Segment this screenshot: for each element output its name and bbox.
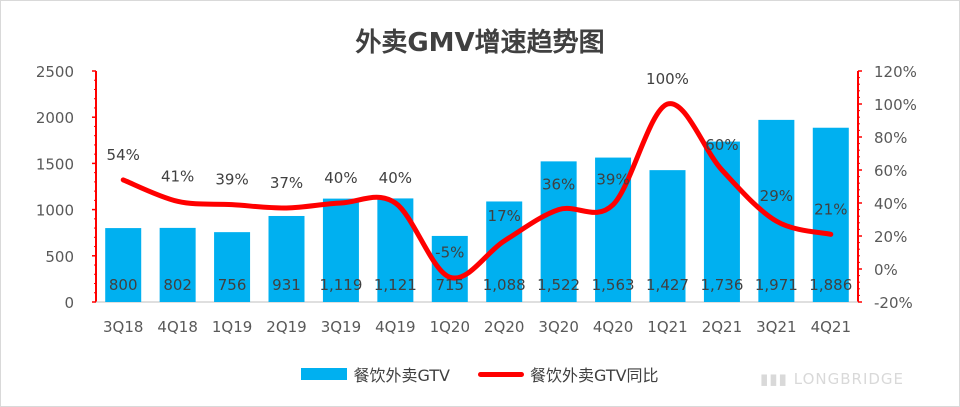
y-right-tick-label: 100% xyxy=(874,96,917,114)
chart-legend: 餐饮外卖GTV 餐饮外卖GTV同比 xyxy=(0,362,960,386)
watermark-text: LONGBRIDGE xyxy=(793,370,905,388)
bar-data-label: 802 xyxy=(163,276,192,294)
line-data-label: -5% xyxy=(435,243,464,261)
y-left-tick-label: 1500 xyxy=(36,155,74,173)
legend-swatch-line xyxy=(478,371,524,377)
y-right-tick-label: 0% xyxy=(874,261,898,279)
y-left-tick-label: 1000 xyxy=(36,202,74,220)
x-tick-label: 3Q21 xyxy=(756,318,796,336)
line-data-label: 17% xyxy=(488,207,521,225)
bar xyxy=(159,227,196,302)
legend-label-bar: 餐饮外卖GTV xyxy=(353,366,450,385)
bar-data-label: 756 xyxy=(218,276,247,294)
x-tick-label: 4Q19 xyxy=(375,318,415,336)
bar xyxy=(322,198,359,302)
watermark-bars-icon: ▮▮▮ xyxy=(760,370,788,388)
bar xyxy=(812,127,849,302)
line-data-label: 41% xyxy=(161,167,194,185)
chart-title: 外卖GMV增速趋势图 xyxy=(355,28,605,58)
bar xyxy=(540,161,577,302)
line-data-label: 100% xyxy=(646,70,689,88)
y-right-tick-label: 40% xyxy=(874,195,907,213)
bar-data-label: 1,119 xyxy=(319,276,362,294)
bar xyxy=(649,170,686,302)
bar-data-label: 1,121 xyxy=(374,276,417,294)
x-tick-label: 1Q20 xyxy=(430,318,470,336)
watermark-logo: ▮▮▮ LONGBRIDGE xyxy=(760,370,904,388)
line-data-label: 29% xyxy=(760,187,793,205)
x-tick-label: 2Q21 xyxy=(702,318,742,336)
y-right-tick-label: -20% xyxy=(874,294,913,312)
y-left-tick-label: 2500 xyxy=(36,63,74,81)
line-data-label: 40% xyxy=(324,169,357,187)
bar-data-label: 931 xyxy=(272,276,301,294)
y-left-tick-label: 2000 xyxy=(36,109,74,127)
x-tick-label: 4Q21 xyxy=(811,318,851,336)
x-tick-label: 4Q20 xyxy=(593,318,633,336)
bar-data-label: 715 xyxy=(435,276,464,294)
line-data-label: 21% xyxy=(814,200,847,218)
line-data-label: 39% xyxy=(215,171,248,189)
x-tick-label: 3Q19 xyxy=(321,318,361,336)
y-right-tick-label: 80% xyxy=(874,129,907,147)
y-right-tick-label: 60% xyxy=(874,162,907,180)
line-data-label: 54% xyxy=(107,146,140,164)
x-tick-label: 2Q19 xyxy=(266,318,306,336)
legend-label-line: 餐饮外卖GTV同比 xyxy=(530,366,659,385)
x-tick-label: 2Q20 xyxy=(484,318,524,336)
x-tick-label: 3Q20 xyxy=(538,318,578,336)
bar-data-label: 1,886 xyxy=(809,276,852,294)
bar xyxy=(105,228,142,302)
bar-data-label: 800 xyxy=(109,276,138,294)
bar xyxy=(214,232,251,302)
yoy-line xyxy=(120,101,834,281)
bar-data-label: 1,427 xyxy=(646,276,689,294)
y-left-tick-label: 500 xyxy=(45,248,74,266)
x-tick-label: 3Q18 xyxy=(103,318,143,336)
bar-data-label: 1,522 xyxy=(537,276,580,294)
x-tick-label: 4Q18 xyxy=(157,318,197,336)
x-tick-label: 1Q21 xyxy=(647,318,687,336)
bar-data-label: 1,736 xyxy=(700,276,743,294)
legend-swatch-bar xyxy=(301,368,348,380)
line-data-label: 37% xyxy=(270,174,303,192)
bar-data-label: 1,563 xyxy=(592,276,635,294)
line-data-label: 40% xyxy=(379,169,412,187)
bar-data-label: 1,088 xyxy=(483,276,526,294)
x-tick-label: 1Q19 xyxy=(212,318,252,336)
y-right-tick-label: 120% xyxy=(874,63,917,81)
line-data-label: 39% xyxy=(596,171,629,189)
legend-item-bar: 餐饮外卖GTV xyxy=(301,362,450,386)
bar xyxy=(268,215,305,302)
bar-data-label: 1,971 xyxy=(755,276,798,294)
y-left-tick-label: 0 xyxy=(64,294,74,312)
legend-item-line: 餐饮外卖GTV同比 xyxy=(478,362,659,386)
line-data-label: 36% xyxy=(542,176,575,194)
y-right-tick-label: 20% xyxy=(874,228,907,246)
line-data-label: 60% xyxy=(705,136,738,154)
